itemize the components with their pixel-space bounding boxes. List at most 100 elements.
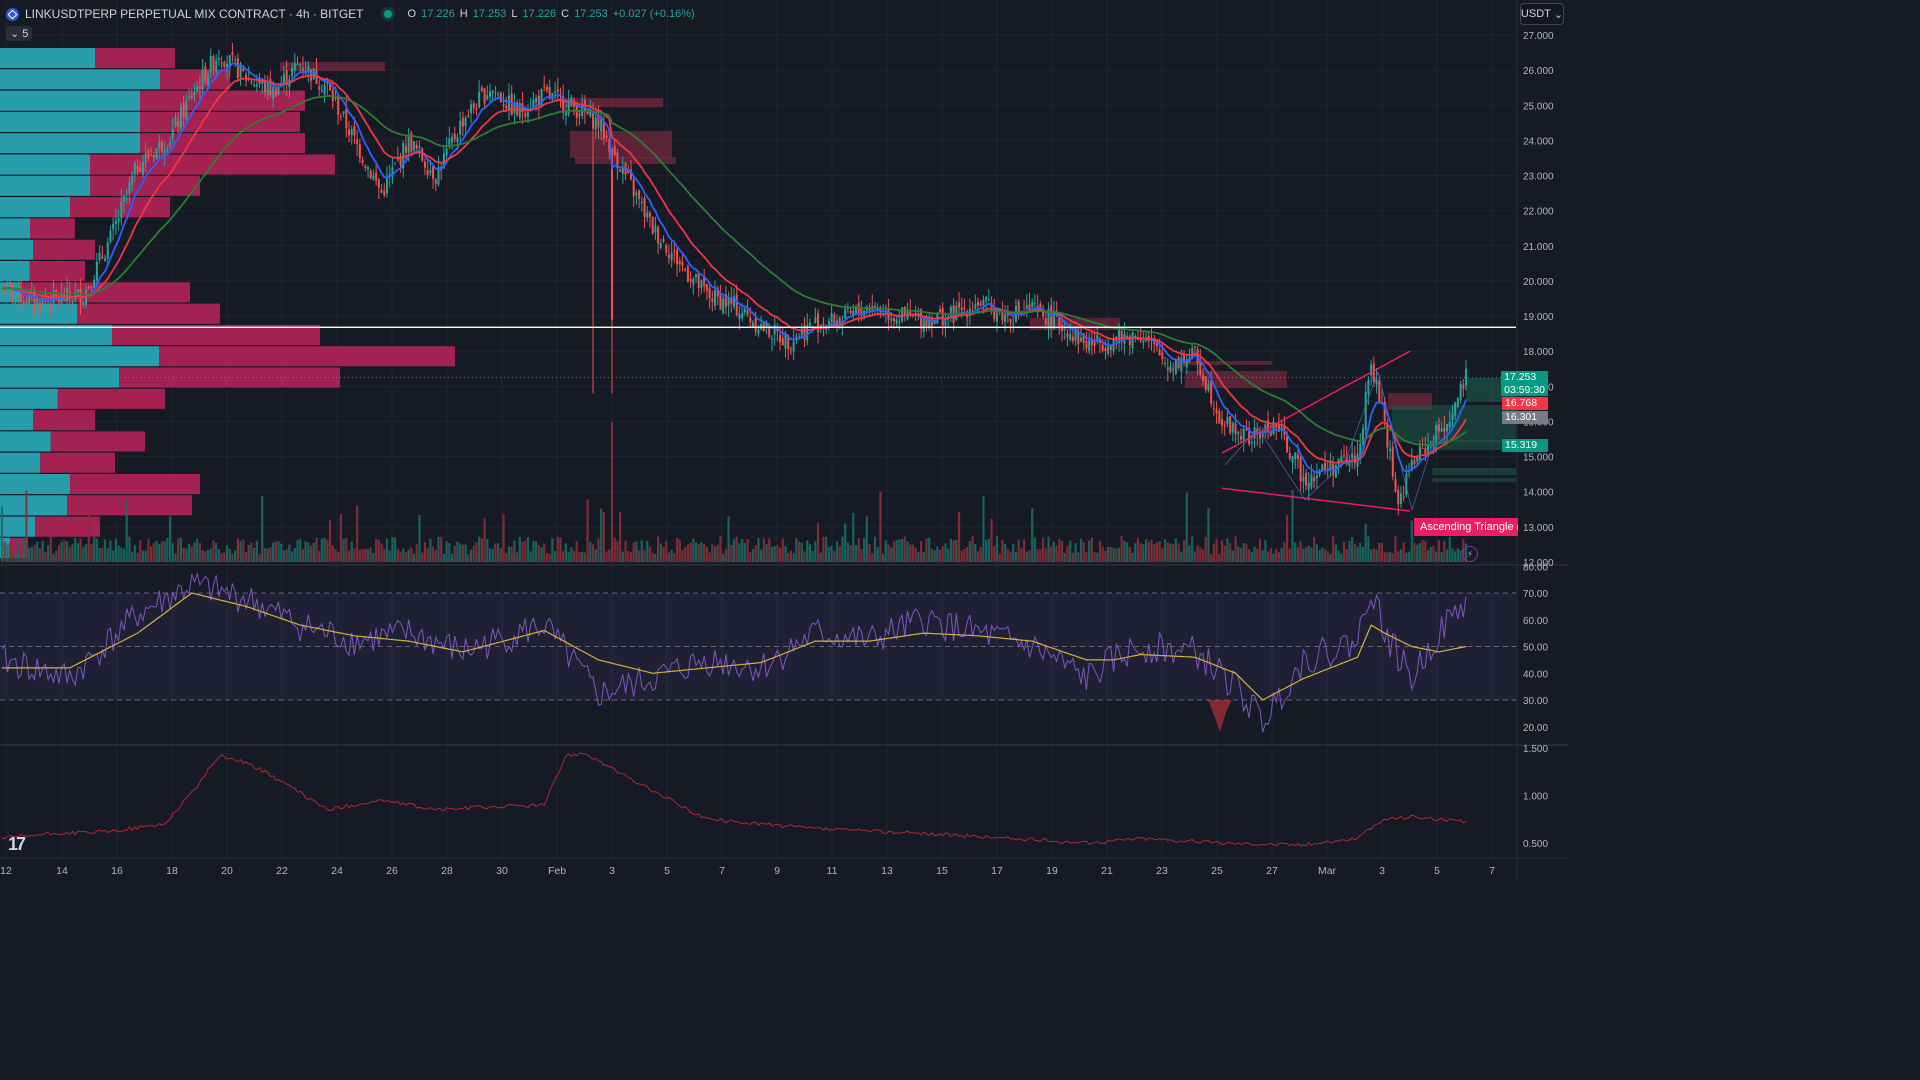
- ema-line-21: [1, 74, 1467, 464]
- volume-bar: [274, 541, 277, 562]
- candle-body: [223, 61, 226, 68]
- candle-body: [873, 305, 876, 308]
- currency-selector[interactable]: USDT ⌄: [1520, 3, 1564, 25]
- candle-body: [1443, 427, 1446, 432]
- volume-bar: [947, 548, 950, 562]
- candle-body: [215, 60, 218, 72]
- volume-profile-down: [33, 239, 95, 261]
- rsi-axis-label: 80.00: [1523, 562, 1548, 573]
- candle-body: [930, 317, 933, 329]
- candle-body: [250, 81, 253, 83]
- volume-bar: [1012, 543, 1015, 562]
- candle-body: [217, 58, 220, 60]
- volume-bar: [572, 550, 576, 562]
- candle-body: [605, 135, 608, 138]
- volume-bar: [166, 537, 169, 562]
- indicators-collapse-button[interactable]: ⌄ 5: [6, 26, 33, 41]
- time-axis-label: 17: [991, 865, 1003, 877]
- candle-body: [228, 55, 231, 67]
- symbol-title[interactable]: LINKUSDTPERP PERPETUAL MIX CONTRACT · 4h…: [25, 7, 364, 21]
- volume-bar: [217, 549, 220, 562]
- candle-body: [995, 312, 998, 322]
- volume-bar: [1250, 551, 1253, 562]
- volume-profile-down: [160, 69, 230, 90]
- lightning-icon[interactable]: ⚡: [1462, 546, 1478, 562]
- volume-bar: [1435, 551, 1438, 562]
- candle-body: [475, 108, 478, 110]
- volume-bar: [724, 548, 727, 562]
- candle-body: [301, 68, 304, 71]
- price-axis-label: 19.000: [1523, 312, 1554, 323]
- candle-body: [38, 302, 41, 310]
- time-axis-label: 21: [1101, 865, 1113, 877]
- volume-bar: [1009, 551, 1012, 562]
- volume-bar: [377, 539, 380, 562]
- volume-bar: [751, 549, 755, 562]
- candle-body: [117, 218, 120, 221]
- candle-body: [163, 150, 166, 155]
- candle-body: [139, 167, 142, 172]
- volume-profile-up: [0, 175, 90, 197]
- tradingview-logo[interactable]: 17: [8, 834, 26, 854]
- demand-zone: [1432, 468, 1516, 475]
- time-axis-label: 26: [386, 865, 398, 877]
- candle-body: [261, 80, 264, 85]
- candle-body: [404, 146, 407, 153]
- candle-body: [700, 280, 703, 289]
- indicator-count: 5: [22, 27, 29, 40]
- volume-bar: [545, 552, 549, 562]
- candle-body: [1071, 336, 1074, 342]
- candle-body: [1221, 419, 1223, 426]
- candle-body: [611, 148, 613, 320]
- volume-bar: [673, 553, 676, 562]
- volume-bar: [643, 549, 646, 562]
- volume-bar: [1142, 544, 1145, 562]
- price-axis-label: 20.000: [1523, 277, 1554, 288]
- candle-body: [90, 286, 93, 288]
- candle-body: [318, 86, 321, 90]
- volume-bar: [60, 542, 63, 562]
- volume-bar: [667, 552, 671, 562]
- candle-body: [714, 290, 717, 306]
- volume-bar: [1096, 552, 1099, 562]
- candle-body: [708, 288, 711, 298]
- candle-body: [98, 252, 101, 261]
- volume-bar: [719, 536, 722, 562]
- volume-bar: [971, 536, 974, 562]
- candle-body: [958, 302, 961, 308]
- candle-body: [160, 142, 163, 152]
- candle-body: [1223, 425, 1226, 427]
- candle-body: [166, 148, 169, 151]
- chevron-down-icon: ⌄: [1553, 8, 1564, 21]
- candle-body: [437, 167, 440, 185]
- candle-body: [1307, 483, 1310, 490]
- candle-body: [212, 56, 215, 70]
- volume-bar: [678, 539, 681, 562]
- candle-body: [928, 318, 931, 328]
- volume-bar: [36, 541, 39, 562]
- candle-body: [1117, 329, 1120, 343]
- volume-bar: [1207, 507, 1210, 562]
- volume-bar: [228, 548, 231, 562]
- candle-body: [1077, 331, 1080, 345]
- pattern-label[interactable]: Ascending Triangle (E: [1414, 518, 1518, 536]
- candle-body: [1277, 425, 1280, 432]
- rsi-ma-line: [2, 592, 1467, 701]
- chart-canvas[interactable]: 27.000 26.000 25.000 24.000 23.000 22.000 21.0…: [0, 0, 1568, 882]
- volume-bar: [434, 550, 437, 562]
- volume-bar: [63, 540, 66, 562]
- candle-body: [1310, 474, 1313, 488]
- candle-body: [1215, 409, 1218, 414]
- volume-profile-down: [119, 367, 340, 388]
- candle-body: [629, 169, 632, 180]
- candle-body: [806, 324, 809, 341]
- market-status-icon[interactable]: [383, 10, 392, 18]
- candle-body: [1042, 310, 1045, 317]
- lower-axis-label: 1.000: [1523, 792, 1548, 803]
- volume-bar: [6, 544, 9, 562]
- volume-bar: [1055, 545, 1058, 562]
- candle-body: [150, 154, 153, 156]
- candle-body: [337, 96, 340, 116]
- candle-body: [1202, 375, 1205, 381]
- candle-body: [830, 313, 833, 322]
